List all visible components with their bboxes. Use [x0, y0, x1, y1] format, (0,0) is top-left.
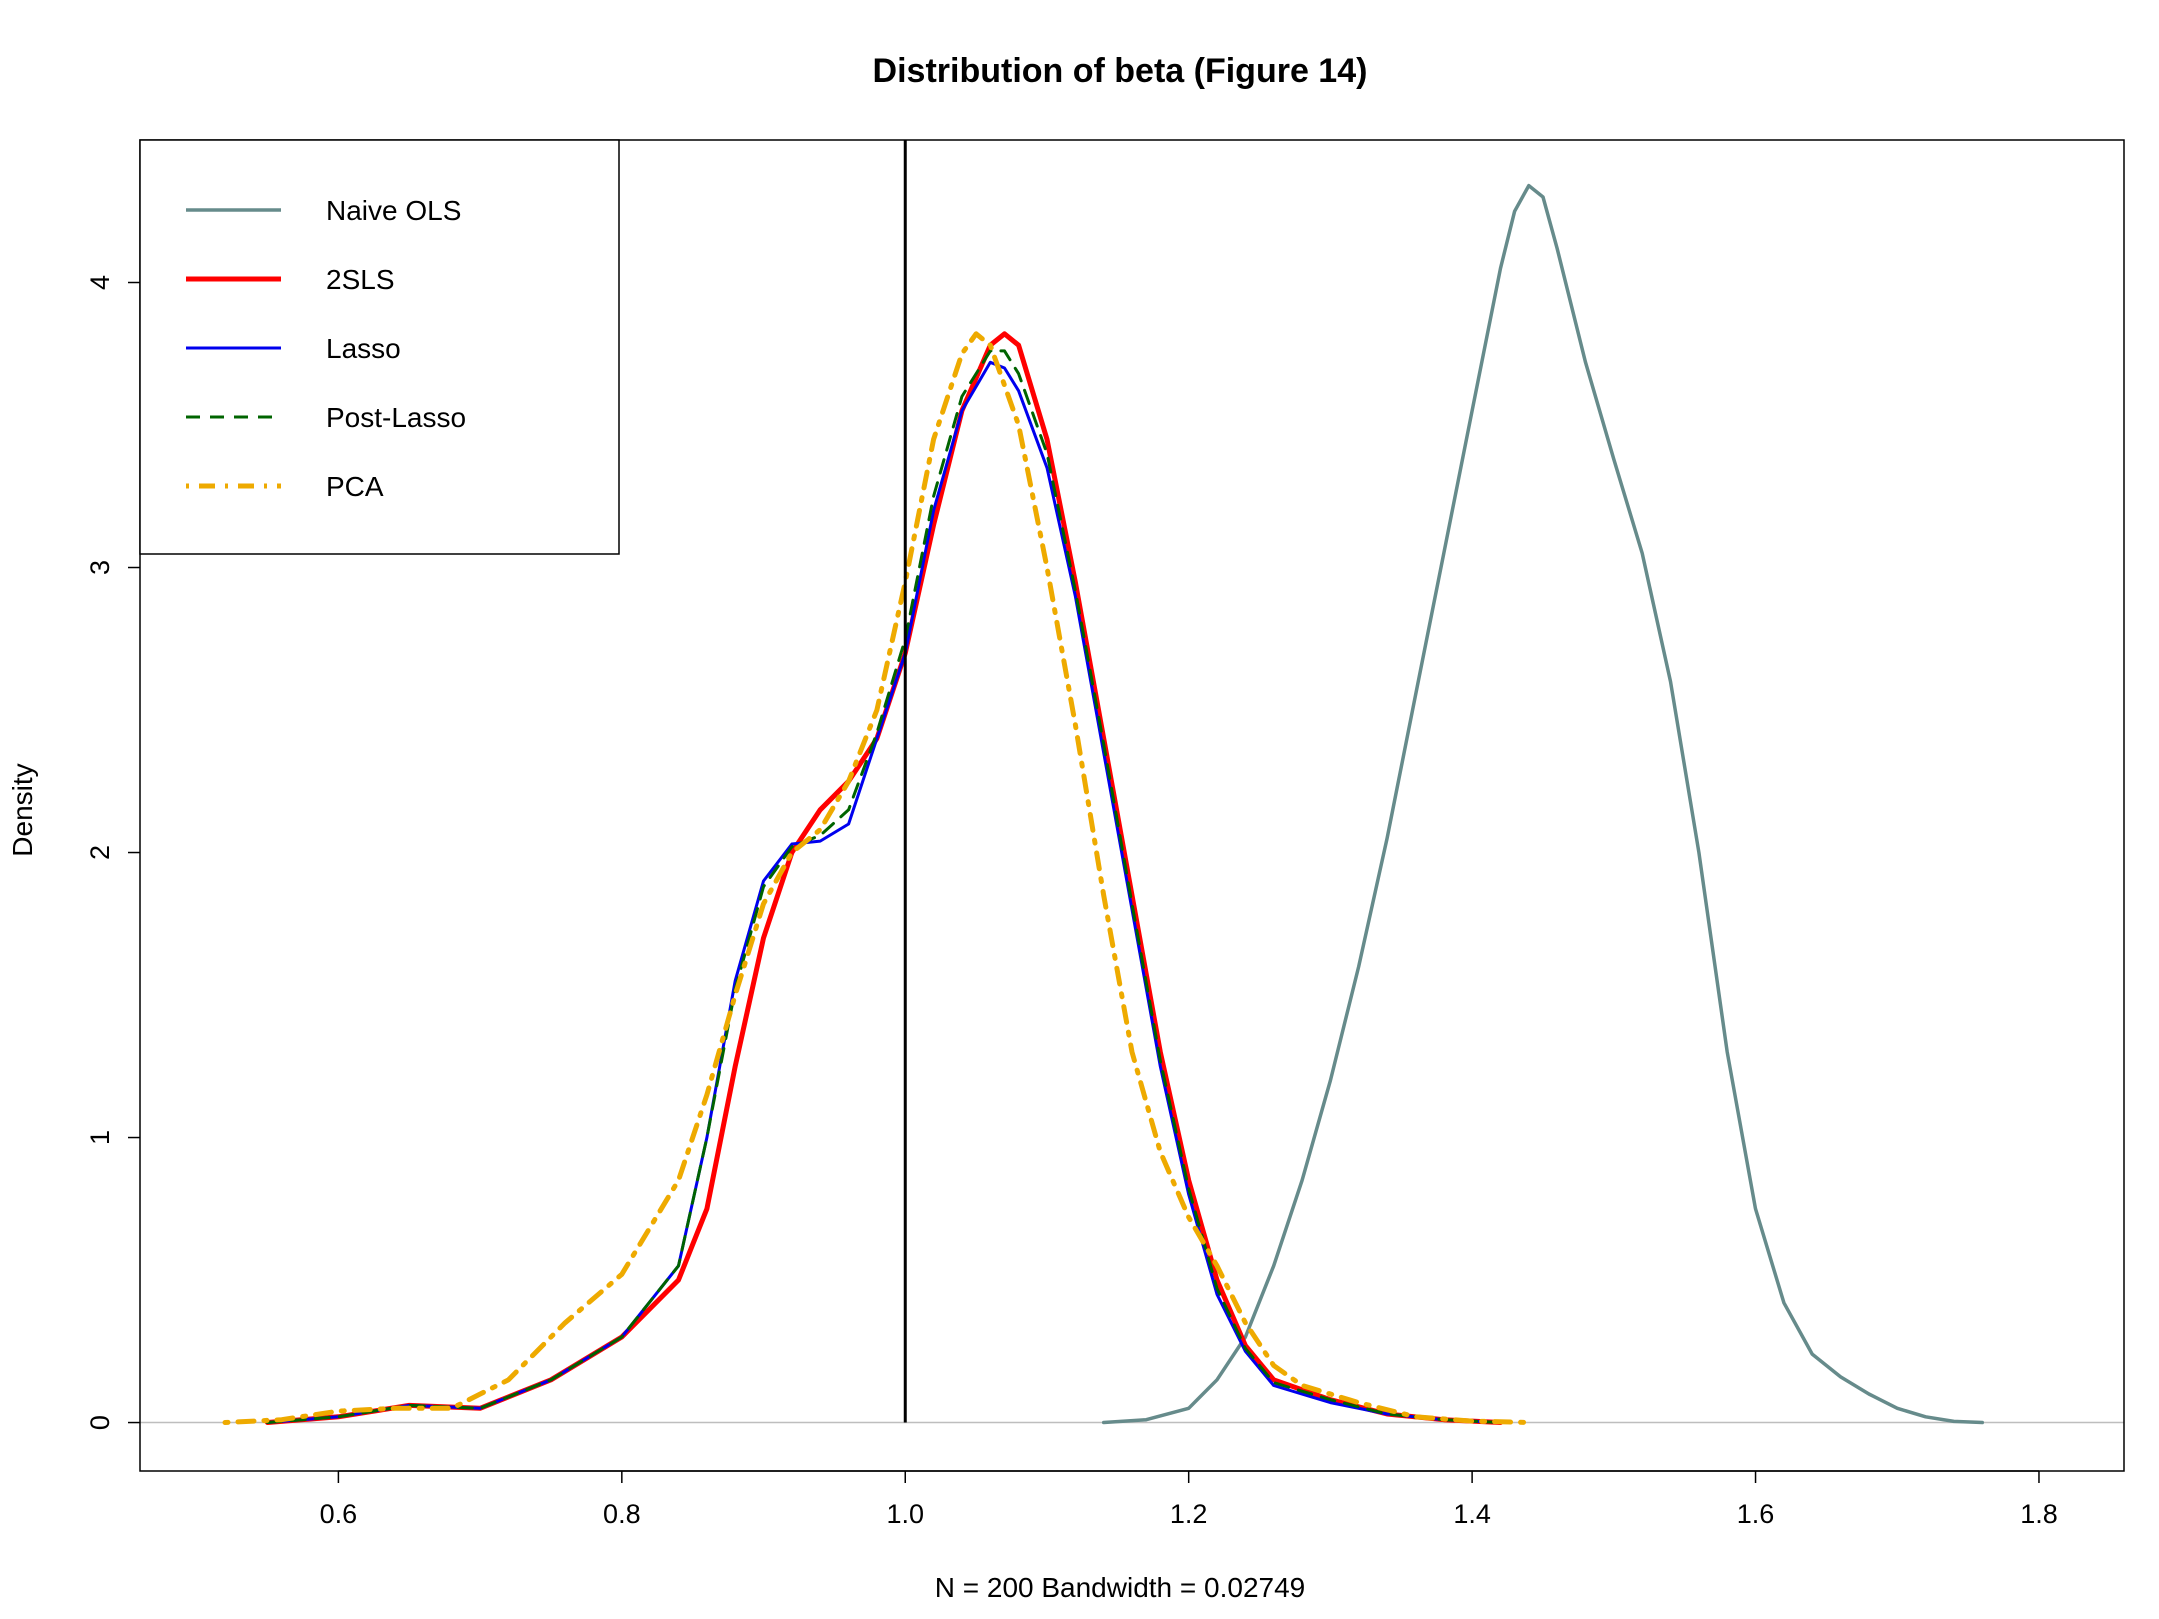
series-line-lasso — [266, 360, 1502, 1424]
chart-title: Distribution of beta (Figure 14) — [873, 52, 1368, 90]
y-tick-label: 4 — [85, 275, 115, 290]
y-tick-label: 0 — [85, 1415, 115, 1430]
legend-label: Post-Lasso — [326, 402, 466, 433]
x-tick-label: 1.2 — [1170, 1499, 1208, 1529]
legend-label: Naive OLS — [326, 195, 461, 226]
x-tick-label: 0.6 — [320, 1499, 358, 1529]
series-line-pca — [222, 331, 1532, 1425]
x-tick-label: 1.0 — [886, 1499, 924, 1529]
series-line-post-lasso — [266, 349, 1502, 1424]
plot-area: 0.6 0.8 1.0 1.2 1.4 1.6 1.8 0 1 2 3 4 — [85, 140, 2124, 1529]
x-tick-label: 1.4 — [1453, 1499, 1491, 1529]
y-tick-label: 2 — [85, 845, 115, 860]
x-tick-label: 1.6 — [1737, 1499, 1775, 1529]
x-tick-label: 0.8 — [603, 1499, 641, 1529]
series-line-naive-ols — [1101, 183, 1985, 1425]
y-axis-label: Density — [7, 763, 38, 856]
x-tick-label: 1.8 — [2020, 1499, 2058, 1529]
y-tick-label: 3 — [85, 560, 115, 575]
legend: Naive OLS 2SLS Lasso Post-Lasso PCA — [139, 139, 620, 555]
y-tick-label: 1 — [85, 1130, 115, 1145]
legend-label: PCA — [326, 471, 384, 502]
plot-frame — [139, 139, 2125, 1472]
legend-label: Lasso — [326, 333, 401, 364]
x-axis-label: N = 200 Bandwidth = 0.02749 — [935, 1572, 1306, 1603]
legend-label: 2SLS — [326, 264, 395, 295]
